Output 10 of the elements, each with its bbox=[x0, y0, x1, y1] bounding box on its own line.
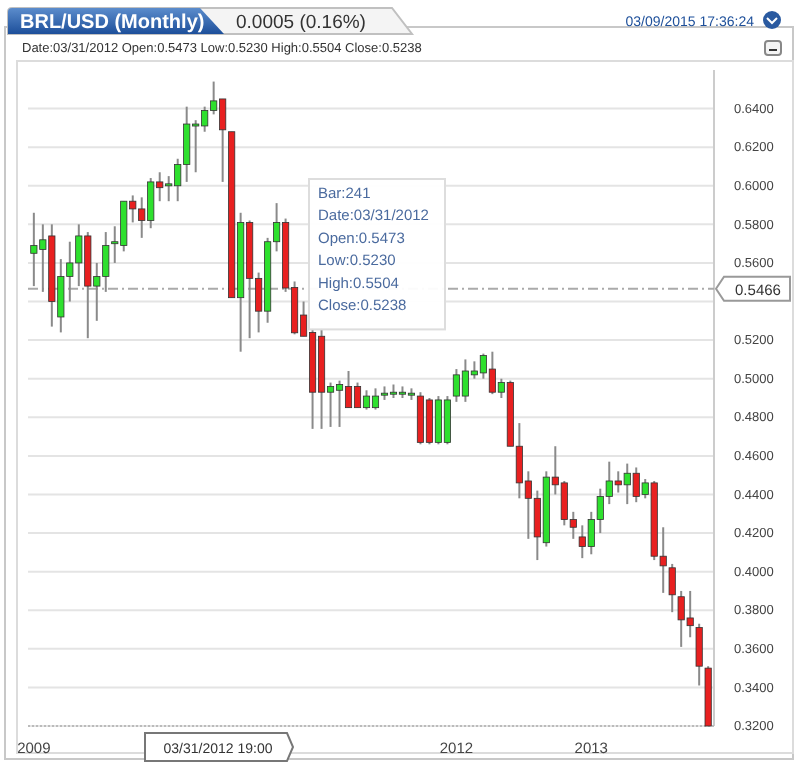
candlestick bbox=[344, 369, 353, 409]
candlestick bbox=[443, 395, 451, 446]
candlestick bbox=[371, 387, 380, 411]
candlestick bbox=[362, 389, 371, 411]
candlestick bbox=[353, 381, 362, 409]
candlestick bbox=[695, 622, 703, 687]
candlestick bbox=[335, 379, 344, 428]
chart-subtitle: 0.0005 (0.16%) bbox=[236, 12, 366, 34]
chart-title: BRL/USD (Monthly) bbox=[20, 12, 205, 34]
candlestick bbox=[668, 562, 676, 614]
